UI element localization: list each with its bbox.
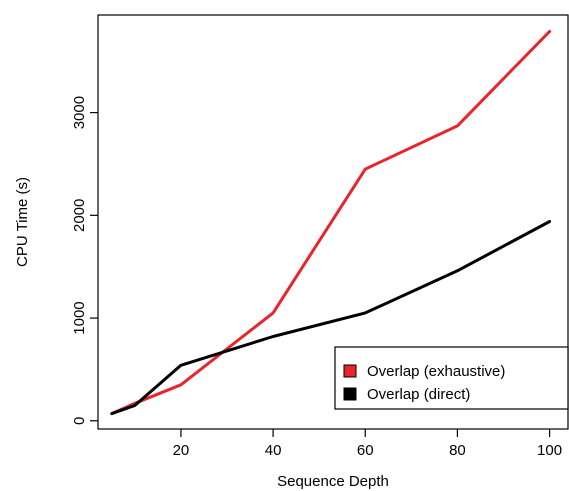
plot-frame [97,14,569,430]
legend-swatch-direct [343,387,357,401]
x-tick-label: 100 [537,442,562,459]
legend-label-direct: Overlap (direct) [367,386,470,403]
legend-swatch-exhaustive [343,364,357,378]
x-tick-label: 20 [173,442,190,459]
y-axis-label: CPU Time (s) [14,177,31,267]
x-tick-label: 60 [357,442,374,459]
x-axis-label: Sequence Depth [277,473,389,490]
x-tick-label: 80 [449,442,466,459]
y-tick-label: 0 [71,417,88,425]
y-tick-label: 3000 [71,96,88,129]
series-lines [110,29,552,416]
x-axis: 20 40 60 80 100 [173,429,562,459]
x-tick-label: 40 [265,442,282,459]
series-line-direct [110,220,552,416]
legend-box [334,346,569,410]
y-tick-label: 1000 [71,301,88,334]
y-tick-label: 2000 [71,199,88,232]
y-axis: 0 1000 2000 3000 [71,96,98,425]
series-line-exhaustive [110,29,552,416]
legend-label-exhaustive: Overlap (exhaustive) [367,363,505,380]
legend: Overlap (exhaustive) Overlap (direct) [334,346,569,410]
